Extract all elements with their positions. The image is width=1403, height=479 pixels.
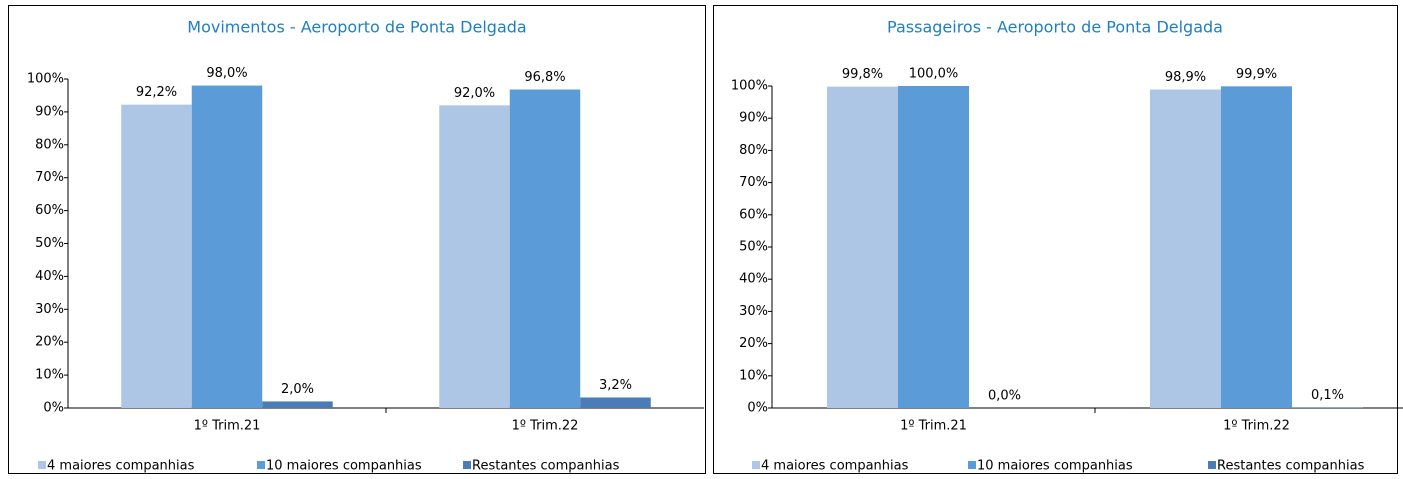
y-tick-label: 80% bbox=[35, 137, 64, 152]
data-label: 99,9% bbox=[1236, 67, 1277, 82]
bar bbox=[262, 401, 333, 408]
y-tick-label: 20% bbox=[35, 335, 64, 350]
legend-swatch bbox=[463, 461, 471, 469]
legend-label: 4 maiores companhias bbox=[761, 459, 909, 474]
bar bbox=[439, 105, 510, 408]
bar bbox=[580, 397, 651, 408]
x-tick-label: 1º Trim.21 bbox=[194, 419, 261, 434]
legend-label: 10 maiores companhias bbox=[977, 459, 1133, 474]
y-tick-label: 20% bbox=[739, 336, 768, 351]
legend-swatch bbox=[968, 461, 976, 469]
y-tick-label: 50% bbox=[739, 240, 768, 255]
data-label: 98,0% bbox=[206, 66, 247, 81]
chart-title: Passageiros - Aeroporto de Ponta Delgada bbox=[887, 18, 1223, 37]
x-tick-label: 1º Trim.22 bbox=[1223, 419, 1290, 434]
bar bbox=[121, 104, 192, 409]
data-label: 0,1% bbox=[1311, 388, 1344, 403]
data-label: 99,8% bbox=[842, 67, 883, 82]
chart-title: Movimentos - Aeroporto de Ponta Delgada bbox=[187, 18, 526, 37]
bar bbox=[827, 86, 898, 409]
y-tick-label: 30% bbox=[35, 302, 64, 317]
data-label: 2,0% bbox=[281, 382, 314, 397]
y-tick-label: 90% bbox=[739, 111, 768, 126]
legend-swatch bbox=[257, 461, 265, 469]
y-tick-label: 40% bbox=[35, 269, 64, 284]
bar bbox=[1221, 86, 1292, 409]
panel-frame bbox=[713, 5, 1398, 474]
legend-label: Restantes companhias bbox=[472, 459, 620, 474]
y-tick-label: 90% bbox=[35, 104, 64, 119]
y-tick-label: 100% bbox=[27, 72, 64, 87]
y-tick-label: 40% bbox=[739, 272, 768, 287]
data-label: 0,0% bbox=[988, 389, 1021, 404]
y-tick-label: 100% bbox=[731, 79, 768, 94]
data-label: 100,0% bbox=[909, 67, 959, 82]
y-tick-label: 50% bbox=[35, 236, 64, 251]
y-tick-label: 70% bbox=[35, 170, 64, 185]
bar bbox=[898, 86, 969, 408]
legend-swatch bbox=[1208, 461, 1216, 469]
legend-label: Restantes companhias bbox=[1217, 459, 1365, 474]
legend-label: 10 maiores companhias bbox=[266, 459, 422, 474]
x-tick-label: 1º Trim.21 bbox=[900, 419, 967, 434]
y-tick-label: 60% bbox=[739, 207, 768, 222]
bar bbox=[509, 89, 581, 408]
bar bbox=[1150, 89, 1221, 409]
data-label: 92,0% bbox=[454, 86, 495, 101]
x-tick-label: 1º Trim.22 bbox=[512, 419, 579, 434]
y-tick-label: 10% bbox=[739, 368, 768, 383]
y-tick-label: 10% bbox=[35, 368, 64, 383]
y-tick-label: 0% bbox=[43, 401, 64, 416]
data-label: 3,2% bbox=[599, 378, 632, 393]
y-tick-label: 60% bbox=[35, 203, 64, 218]
data-label: 96,8% bbox=[524, 70, 565, 85]
y-tick-label: 30% bbox=[739, 304, 768, 319]
data-label: 98,9% bbox=[1165, 70, 1206, 85]
data-label: 92,2% bbox=[136, 85, 177, 100]
legend-label: 4 maiores companhias bbox=[47, 459, 195, 474]
y-tick-label: 70% bbox=[739, 175, 768, 190]
y-tick-label: 0% bbox=[747, 401, 768, 416]
y-tick-label: 80% bbox=[739, 143, 768, 158]
bar bbox=[191, 85, 263, 408]
legend-swatch bbox=[38, 461, 46, 469]
legend-swatch bbox=[752, 461, 760, 469]
